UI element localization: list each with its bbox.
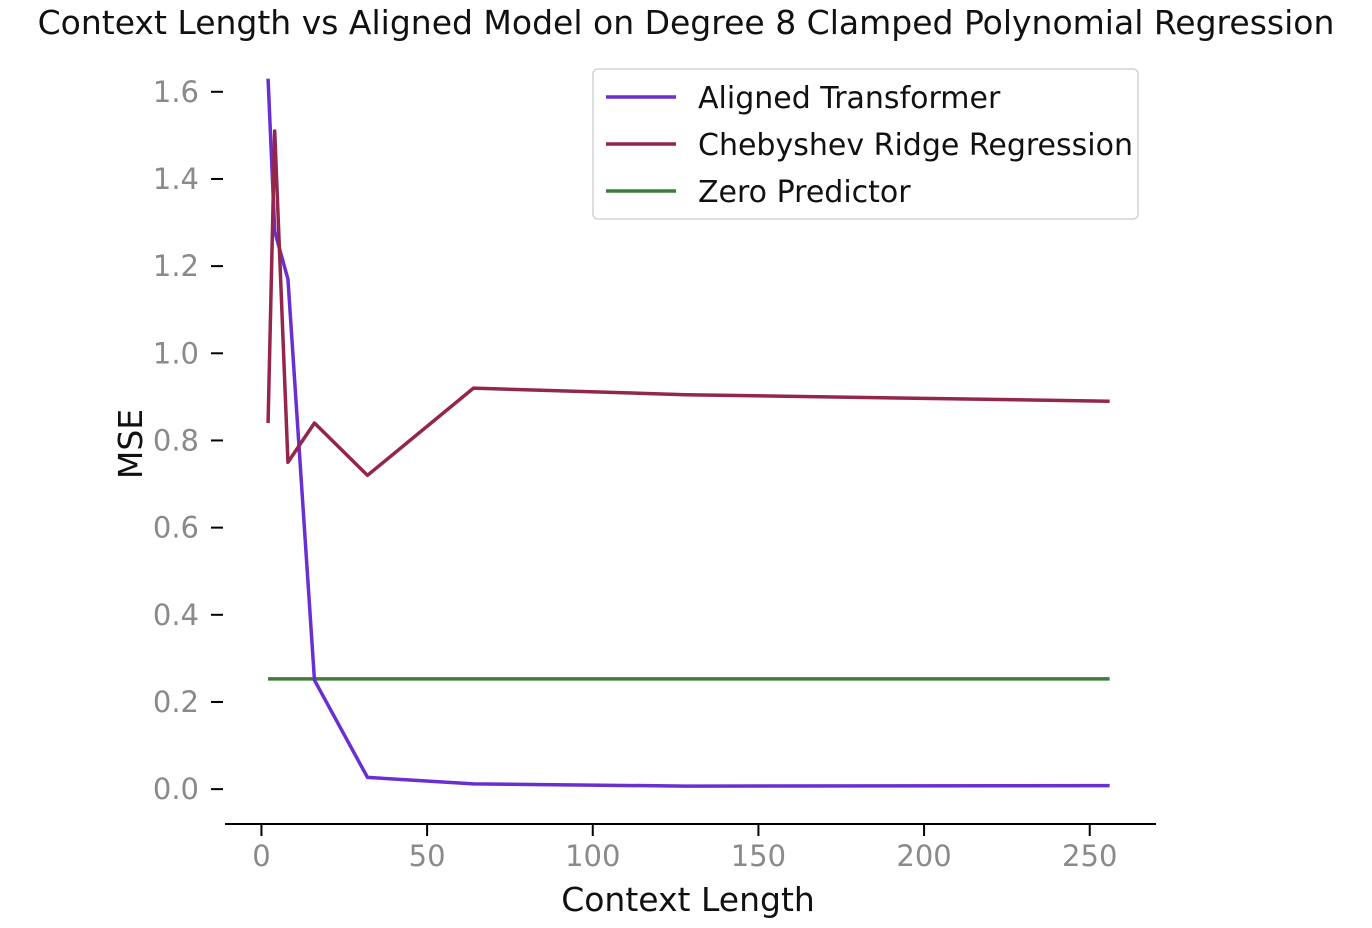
y-tick-label: 1.0 xyxy=(153,336,199,370)
legend-frame xyxy=(592,68,1139,220)
legend-label: Chebyshev Ridge Regression xyxy=(698,128,1133,163)
y-tick-label: 1.4 xyxy=(153,162,199,196)
series-line-aligned-transformer xyxy=(266,78,1110,788)
x-tick-label: 50 xyxy=(409,839,446,873)
x-axis-title: Context Length xyxy=(561,880,815,919)
y-tick-label: 0.4 xyxy=(153,598,199,632)
x-tick-label: 250 xyxy=(1062,839,1117,873)
x-tick-label: 0 xyxy=(252,839,270,873)
x-tick-label: 200 xyxy=(896,839,951,873)
chart-title: Context Length vs Aligned Model on Degre… xyxy=(38,3,1335,42)
y-tick-label: 0.2 xyxy=(153,685,199,719)
y-tick-label: 0.0 xyxy=(153,772,199,806)
x-axis: 0 50 100 150 200 250 xyxy=(225,823,1156,873)
legend-label: Aligned Transformer xyxy=(698,81,1001,116)
x-tick-label: 100 xyxy=(565,839,620,873)
legend-label: Zero Predictor xyxy=(698,175,911,210)
y-tick-label: 1.6 xyxy=(153,75,199,109)
y-tick-label: 0.6 xyxy=(153,511,199,545)
series-line-chebyshev-ridge-regression xyxy=(266,129,1110,478)
plot-area xyxy=(266,78,1110,788)
y-tick-label: 1.2 xyxy=(153,249,199,283)
y-axis: 0.0 0.2 0.4 0.6 0.8 1.0 1.2 1.4 1.6 xyxy=(153,75,223,806)
x-tick-label: 150 xyxy=(731,839,786,873)
y-axis-title: MSE xyxy=(111,409,150,479)
legend: Aligned Transformer Chebyshev Ridge Regre… xyxy=(592,68,1139,220)
y-tick-label: 0.8 xyxy=(153,423,199,457)
